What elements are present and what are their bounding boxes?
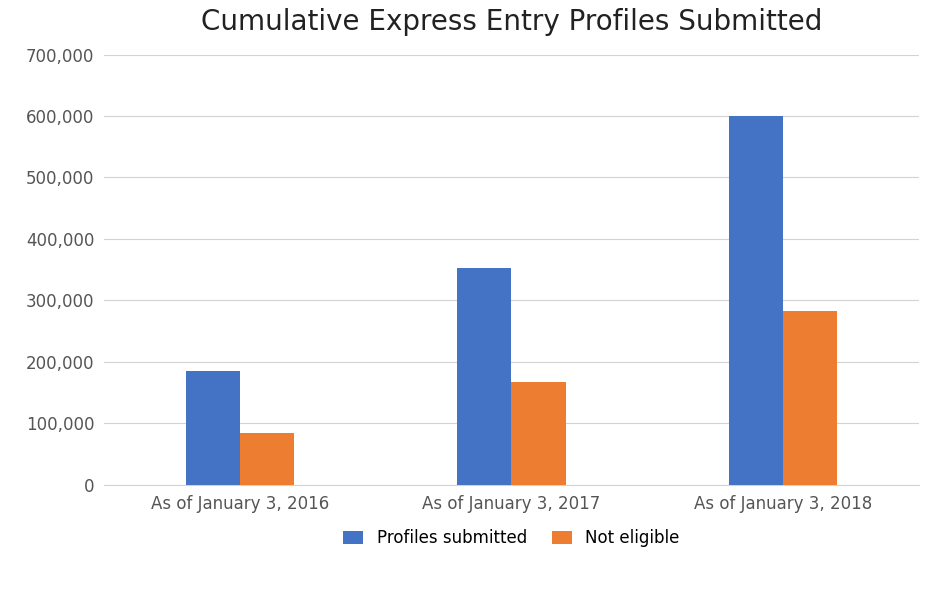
Legend: Profiles submitted, Not eligible: Profiles submitted, Not eligible xyxy=(336,522,687,554)
Bar xyxy=(728,116,783,485)
Bar xyxy=(240,433,295,485)
Title: Cumulative Express Entry Profiles Submitted: Cumulative Express Entry Profiles Submit… xyxy=(201,7,822,36)
Bar xyxy=(457,268,511,485)
Bar xyxy=(511,382,565,485)
Bar xyxy=(783,311,837,485)
Bar xyxy=(186,371,240,485)
